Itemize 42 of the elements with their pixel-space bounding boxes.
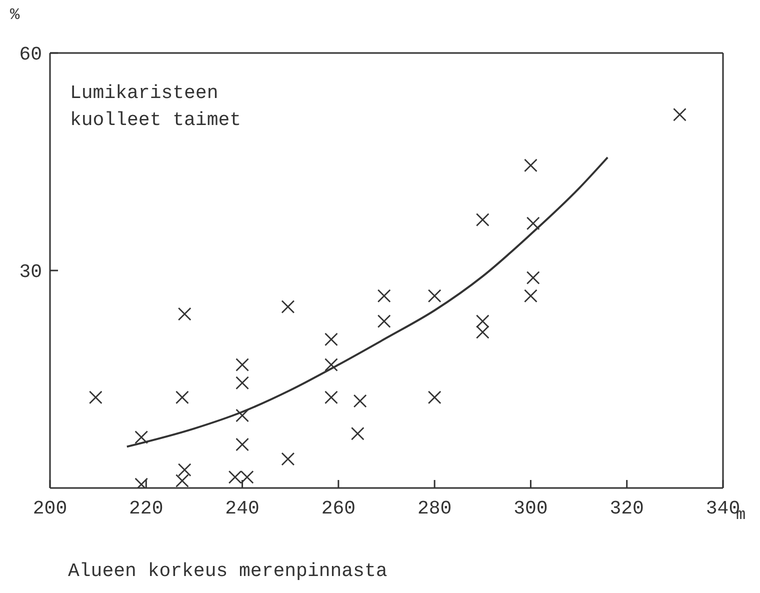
point (673, 108, 686, 122)
point (377, 289, 391, 303)
y-tick-label: 60 (19, 44, 42, 66)
point (236, 408, 249, 422)
point (476, 325, 490, 339)
x-tick-label: 260 (321, 497, 356, 520)
point (524, 158, 538, 172)
text: Lumikaristeen kuolleet taimet (70, 81, 242, 133)
point (281, 300, 295, 314)
x-tick-label: 200 (32, 497, 68, 520)
x-tick-label: 300 (514, 497, 548, 520)
point (476, 314, 490, 328)
point (236, 358, 249, 372)
point (476, 213, 490, 226)
point (353, 394, 367, 408)
point (526, 216, 540, 230)
x-tick-label: 280 (417, 497, 452, 520)
point (526, 271, 540, 284)
point (178, 307, 192, 321)
x-tick-label: 320 (610, 497, 644, 520)
x-tick-label: 220 (129, 497, 164, 520)
point (236, 376, 249, 390)
x-tick-label: 240 (225, 497, 260, 520)
point (324, 358, 338, 372)
point (428, 390, 442, 404)
point (324, 332, 338, 346)
y-axis-title: % (10, 6, 20, 24)
point (175, 390, 189, 404)
point (175, 474, 189, 488)
y-tick-label: 30 (19, 261, 42, 284)
x-axis-title: Alueen korkeus merenpinnasta (68, 560, 388, 582)
line-series (126, 156, 609, 448)
point (377, 314, 391, 328)
point (134, 430, 148, 444)
point (236, 438, 249, 452)
point (178, 463, 192, 477)
point (324, 390, 338, 404)
point (524, 289, 538, 303)
point (88, 390, 102, 404)
point (428, 289, 442, 303)
point (350, 426, 364, 440)
point (281, 452, 295, 466)
